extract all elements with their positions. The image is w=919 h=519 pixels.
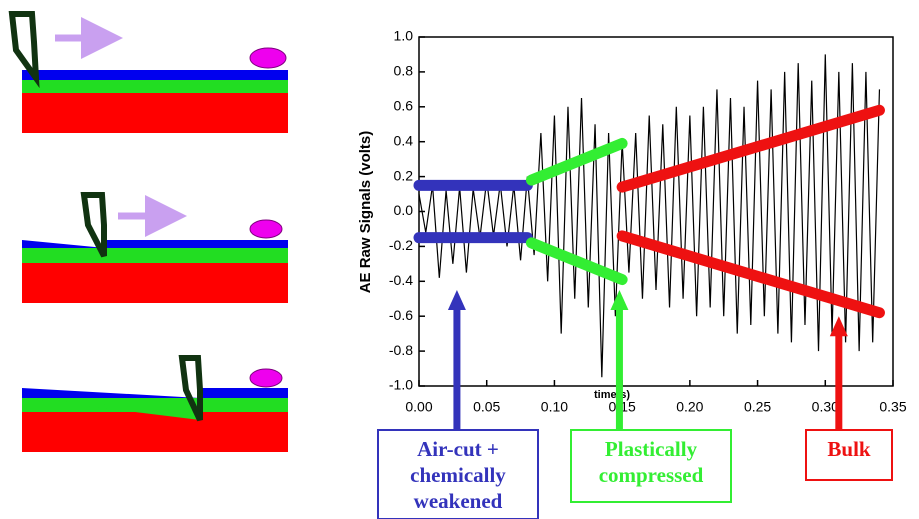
y-tick-label: -1.0 [389, 377, 413, 393]
plastic-layer [22, 80, 288, 93]
trend-line [616, 230, 885, 319]
x-tick-label: 0.05 [473, 399, 500, 415]
y-tick-label: 1.0 [394, 28, 414, 44]
trend-line [525, 137, 628, 186]
schematic [8, 11, 288, 452]
label-box [805, 429, 893, 481]
particle [249, 219, 283, 239]
bulk-layer [22, 93, 288, 133]
x-tick-label: 0.30 [812, 399, 839, 415]
surface-layer [22, 388, 200, 398]
x-tick-label: 0.35 [879, 399, 906, 415]
label-text: compressed [599, 463, 704, 487]
particle [249, 368, 283, 388]
y-tick-label: 0.4 [394, 132, 414, 148]
x-tick-label: 0.25 [744, 399, 771, 415]
arrow-head [447, 290, 466, 311]
y-tick-label: 0.0 [394, 202, 414, 218]
y-axis-label: AE Raw Signals (volts) [357, 131, 374, 294]
surface-layer [105, 240, 288, 248]
arrow-head [610, 290, 629, 311]
tool [8, 11, 40, 89]
x-tick-label: 0.10 [541, 399, 568, 415]
label-text: Air-cut + [417, 437, 499, 461]
tool [80, 192, 107, 258]
label-text: chemically [410, 463, 506, 487]
arrow-head [829, 316, 848, 337]
surface-layer [22, 240, 105, 248]
y-tick-label: -0.4 [389, 272, 413, 288]
plastic-layer [22, 398, 200, 420]
trend-line [525, 237, 628, 286]
y-tick-label: -0.8 [389, 342, 413, 358]
y-tick-label: 0.6 [394, 98, 414, 114]
y-tick-label: 0.2 [394, 167, 414, 183]
label-text: Bulk [827, 437, 871, 461]
surface-layer [200, 388, 288, 398]
x-tick-label: 0.00 [405, 399, 432, 415]
y-tick-label: 0.8 [394, 63, 414, 79]
y-tick-label: -0.6 [389, 307, 413, 323]
plastic-layer [22, 248, 288, 263]
y-tick-label: -0.2 [389, 237, 413, 253]
label-text: Plastically [605, 437, 698, 461]
plastic-layer [22, 398, 288, 412]
bulk-layer [22, 263, 288, 303]
label-box [377, 429, 539, 519]
label-box [570, 429, 732, 503]
x-tick-label: 0.20 [676, 399, 703, 415]
bulk-layer [22, 412, 288, 452]
trend-line [616, 104, 885, 193]
signal-line [418, 54, 881, 378]
surface-layer [22, 70, 288, 80]
label-text: weakened [414, 489, 503, 513]
tool [178, 355, 203, 422]
particle [249, 47, 287, 69]
